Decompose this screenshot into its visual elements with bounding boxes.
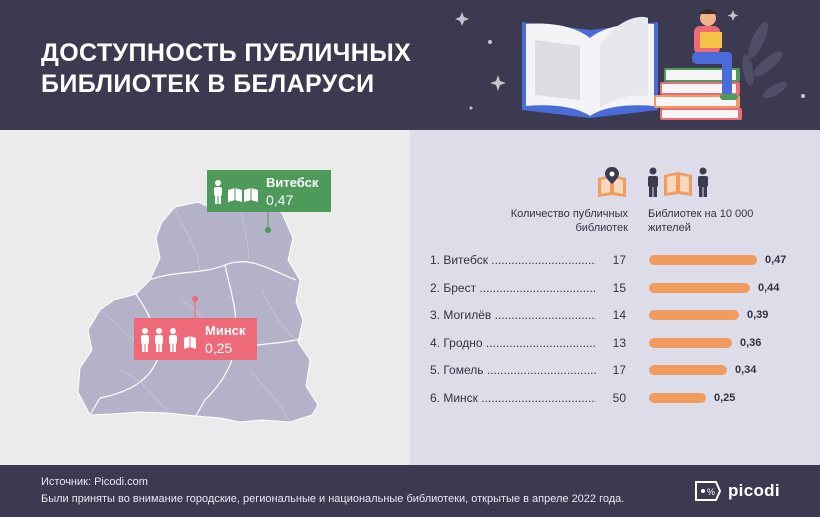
row-bar-value: 0,36	[740, 336, 762, 349]
people-book-icon	[141, 328, 196, 352]
row-bar	[649, 365, 727, 375]
person-books-icon	[214, 180, 258, 204]
row-bar	[649, 310, 739, 320]
row-bar-value: 0,39	[747, 309, 769, 321]
row-library-count: 13	[596, 335, 626, 350]
title-line-1: ДОСТУПНОСТЬ ПУБЛИЧНЫХ	[41, 39, 412, 67]
belarus-map	[77, 199, 319, 423]
picodi-tag-icon: %	[695, 481, 722, 501]
book-stack-icon	[654, 68, 742, 120]
row-bar-value: 0,44	[758, 281, 780, 294]
row-library-count: 15	[596, 280, 626, 295]
row-bar-value: 0,25	[714, 391, 736, 404]
header-decoration	[455, 9, 805, 120]
footer: Источник: Picodi.com Были приняты во вни…	[0, 465, 820, 517]
row-library-count: 17	[596, 363, 626, 377]
row-library-count: 50	[596, 390, 626, 405]
row-bar	[649, 337, 732, 348]
row-label: 2. Брест ...............................…	[430, 280, 600, 295]
row-bar	[649, 392, 706, 403]
svg-text:%: %	[707, 487, 715, 497]
source-text: Источник: Picodi.com	[41, 476, 148, 488]
row-label: 6. Минск ...............................…	[430, 390, 600, 405]
people-library-icon	[648, 167, 708, 197]
vitebsk-value: 0,47	[266, 192, 294, 208]
logo-text: picodi	[728, 481, 780, 500]
row-label: 1. Витебск .............................…	[430, 253, 600, 267]
vitebsk-name: Витебск	[266, 175, 319, 190]
leaf-icon	[742, 21, 788, 99]
vitebsk-dot	[265, 227, 271, 233]
row-bar	[649, 282, 750, 293]
row-label: 4. Гродно ..............................…	[430, 335, 600, 350]
row-bar-value: 0,47	[765, 254, 787, 266]
title-line-2: БИБЛИОТЕК В БЕЛАРУСИ	[41, 70, 375, 98]
row-library-count: 14	[596, 308, 626, 322]
row-library-count: 17	[596, 253, 626, 267]
belarus-outline	[77, 199, 319, 423]
reader-icon	[692, 9, 738, 100]
minsk-name: Минск	[205, 323, 246, 338]
minsk-callout: Минск 0,25	[134, 318, 257, 360]
header: ДОСТУПНОСТЬ ПУБЛИЧНЫХ БИБЛИОТЕК В БЕЛАРУ…	[0, 0, 820, 130]
per-capita-column-header: Библиотек на 10 000 жителей	[648, 208, 754, 234]
row-label: 3. Могилёв .............................…	[430, 308, 600, 322]
page-title: ДОСТУПНОСТЬ ПУБЛИЧНЫХ БИБЛИОТЕК В БЕЛАРУ…	[41, 38, 471, 100]
count-column-header: Количество публичных библиотек	[510, 208, 628, 234]
sparkle-icon	[455, 10, 805, 110]
minsk-value: 0,25	[205, 340, 233, 356]
row-bar-value: 0,34	[735, 364, 757, 376]
open-book-icon	[522, 16, 658, 118]
picodi-logo: %	[695, 481, 722, 501]
vitebsk-callout: Витебск 0,47	[207, 170, 331, 212]
footnote-text: Были приняты во внимание городские, реги…	[41, 493, 625, 505]
minsk-dot	[192, 296, 198, 302]
row-label: 5. Гомель ..............................…	[430, 363, 600, 377]
library-location-icon	[598, 167, 626, 197]
row-bar	[649, 255, 757, 265]
